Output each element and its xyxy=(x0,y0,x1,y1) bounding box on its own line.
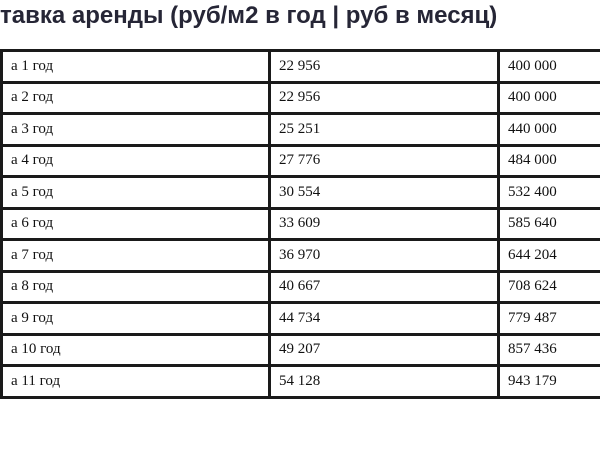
rate-per-m2-year-cell: 40 667 xyxy=(268,269,500,304)
rent-rate-table: а 1 год 22 956 400 000 а 2 год 22 956 400 000… xyxy=(0,49,600,399)
rate-per-m2-year-cell: 22 956 xyxy=(268,49,500,84)
table-row: а 8 год 40 667 708 624 xyxy=(0,269,600,304)
period-cell: а 3 год xyxy=(0,112,271,147)
table-row: а 1 год 22 956 400 000 xyxy=(0,49,600,84)
period-cell: а 11 год xyxy=(0,364,271,399)
period-cell: а 9 год xyxy=(0,301,271,336)
rate-per-m2-year-cell: 30 554 xyxy=(268,175,500,210)
period-cell: а 5 год xyxy=(0,175,271,210)
table-title: тавка аренды (руб/м2 в год | руб в месяц… xyxy=(0,2,498,29)
period-cell: а 4 год xyxy=(0,143,271,178)
table-row: а 5 год 30 554 532 400 xyxy=(0,175,600,210)
rate-per-month-cell: 400 000 xyxy=(497,80,600,115)
rate-per-m2-year-cell: 22 956 xyxy=(268,80,500,115)
table-row: а 2 год 22 956 400 000 xyxy=(0,80,600,115)
rate-per-m2-year-cell: 44 734 xyxy=(268,301,500,336)
rate-per-month-cell: 585 640 xyxy=(497,206,600,241)
table-row: а 9 год 44 734 779 487 xyxy=(0,301,600,336)
rate-per-month-cell: 484 000 xyxy=(497,143,600,178)
rate-per-month-cell: 400 000 xyxy=(497,49,600,84)
period-cell: а 2 год xyxy=(0,80,271,115)
period-cell: а 8 год xyxy=(0,269,271,304)
rate-per-m2-year-cell: 33 609 xyxy=(268,206,500,241)
rate-per-m2-year-cell: 54 128 xyxy=(268,364,500,399)
table-row: а 7 год 36 970 644 204 xyxy=(0,238,600,273)
table-row: а 11 год 54 128 943 179 xyxy=(0,364,600,399)
period-cell: а 7 год xyxy=(0,238,271,273)
rate-per-m2-year-cell: 25 251 xyxy=(268,112,500,147)
rate-per-m2-year-cell: 49 207 xyxy=(268,332,500,367)
table-row: а 6 год 33 609 585 640 xyxy=(0,206,600,241)
rate-per-month-cell: 708 624 xyxy=(497,269,600,304)
rate-per-month-cell: 779 487 xyxy=(497,301,600,336)
table-row: а 10 год 49 207 857 436 xyxy=(0,332,600,367)
rate-per-month-cell: 644 204 xyxy=(497,238,600,273)
period-cell: а 10 год xyxy=(0,332,271,367)
rate-per-month-cell: 857 436 xyxy=(497,332,600,367)
period-cell: а 1 год xyxy=(0,49,271,84)
table-row: а 3 год 25 251 440 000 xyxy=(0,112,600,147)
rate-per-month-cell: 440 000 xyxy=(497,112,600,147)
period-cell: а 6 год xyxy=(0,206,271,241)
rate-per-m2-year-cell: 27 776 xyxy=(268,143,500,178)
rate-per-m2-year-cell: 36 970 xyxy=(268,238,500,273)
rate-per-month-cell: 532 400 xyxy=(497,175,600,210)
table-row: а 4 год 27 776 484 000 xyxy=(0,143,600,178)
rate-per-month-cell: 943 179 xyxy=(497,364,600,399)
